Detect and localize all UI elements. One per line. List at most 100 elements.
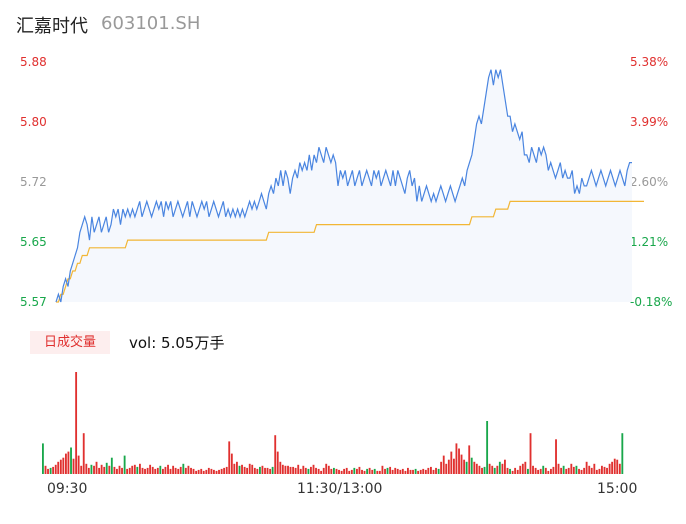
volume-bar: [202, 470, 205, 474]
volume-bar: [149, 464, 152, 474]
volume-bar: [187, 465, 190, 474]
volume-bar: [98, 467, 101, 474]
volume-bar: [241, 464, 243, 474]
volume-bar: [274, 435, 277, 474]
volume-bar: [195, 470, 198, 474]
volume-bar: [565, 468, 568, 474]
volume-bar: [80, 465, 83, 474]
volume-bar: [307, 468, 310, 474]
volume-bar: [320, 470, 323, 474]
volume-bar: [414, 468, 417, 474]
volume-bar: [42, 443, 44, 474]
volume-bar: [197, 469, 200, 474]
volume-bar: [287, 465, 289, 474]
volume-bar: [427, 467, 430, 474]
volume-bar: [108, 465, 111, 474]
volume-bar: [509, 468, 511, 474]
volume-bar: [57, 461, 60, 474]
volume-bar: [93, 465, 95, 474]
x-tick-midday: 11:30/13:00: [297, 481, 383, 497]
volume-bar: [177, 468, 180, 474]
volume-bar: [575, 465, 578, 474]
volume-bar: [404, 470, 407, 474]
volume-bar: [419, 469, 422, 474]
volume-bar: [261, 465, 264, 474]
volume-bar: [603, 466, 606, 474]
volume-bar: [292, 466, 295, 474]
volume-bar: [519, 465, 522, 474]
volume-bar: [378, 470, 381, 474]
volume-bar: [327, 465, 330, 474]
volume-bar: [317, 468, 320, 474]
volume-bar: [85, 463, 88, 474]
volume-bar: [276, 451, 279, 474]
volume-bar: [613, 458, 616, 474]
volume-bar: [248, 463, 251, 474]
volume-bar: [511, 470, 514, 474]
volume-bar: [62, 457, 65, 474]
volume-bar: [251, 464, 254, 474]
volume-bar: [159, 465, 162, 474]
volume-bar: [215, 470, 218, 474]
volume-bar: [49, 467, 52, 474]
volume-bar: [225, 466, 228, 474]
volume-bar: [534, 467, 537, 474]
volume-bar: [103, 466, 106, 474]
volume-bar: [486, 421, 489, 474]
volume-bar: [547, 470, 550, 474]
volume-bar: [496, 465, 499, 474]
volume-bar: [190, 467, 192, 474]
volume-bar: [141, 467, 144, 474]
volume-bar: [333, 467, 335, 474]
volume-bar: [154, 468, 157, 474]
volume-bar: [514, 467, 517, 474]
volume-bar: [59, 459, 62, 474]
volume-bar: [608, 463, 611, 474]
volume-bar: [391, 469, 394, 474]
volume-bar: [118, 465, 121, 474]
volume-bar: [236, 461, 238, 474]
volume-bar: [447, 459, 450, 474]
volume-bar: [616, 459, 619, 474]
volume-bar: [243, 466, 246, 474]
volume-bar: [381, 465, 384, 474]
volume-bar: [67, 451, 70, 474]
volume-bar: [233, 463, 236, 474]
volume-bar: [572, 466, 575, 474]
volume-bar: [200, 468, 203, 474]
volume-bar: [279, 461, 282, 474]
volume-bar: [264, 467, 266, 474]
volume-bar: [570, 463, 573, 474]
volume-bar: [105, 462, 108, 474]
volume-bar: [350, 469, 353, 474]
volume-bar: [473, 461, 476, 474]
y-tick-left: 5.65: [20, 235, 47, 249]
series-line-price: [55, 69, 632, 303]
volume-bar: [424, 469, 427, 474]
volume-bar: [312, 464, 315, 474]
y-tick-left: 5.80: [20, 115, 47, 129]
volume-bar: [475, 463, 478, 474]
volume-bar: [409, 469, 412, 474]
y-tick-right: 1.21%: [630, 235, 669, 249]
volume-bar: [210, 468, 213, 474]
volume-bar: [139, 463, 141, 474]
volume-bar: [585, 461, 588, 474]
volume-total: vol: 5.05万手: [129, 334, 225, 352]
volume-bar: [266, 467, 269, 474]
volume-bar: [394, 467, 397, 474]
volume-bar: [361, 469, 363, 474]
volume-bar: [169, 468, 172, 474]
volume-bar: [330, 468, 333, 474]
volume-bar: [412, 469, 414, 474]
volume-bar: [289, 466, 292, 474]
volume-bar: [557, 463, 560, 474]
volume-bar: [167, 464, 169, 474]
daily-volume-badge: 日成交量: [30, 331, 110, 354]
volume-bar: [184, 467, 187, 474]
volume-bar: [516, 469, 519, 474]
volume-bar: [440, 461, 443, 474]
volume-bar: [213, 469, 215, 474]
volume-bar: [445, 463, 448, 474]
volume-bar: [583, 467, 586, 474]
